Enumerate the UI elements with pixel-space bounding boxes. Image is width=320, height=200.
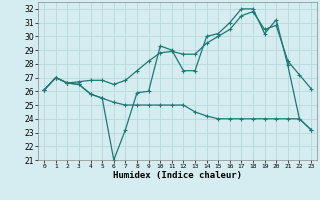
X-axis label: Humidex (Indice chaleur): Humidex (Indice chaleur) <box>113 171 242 180</box>
